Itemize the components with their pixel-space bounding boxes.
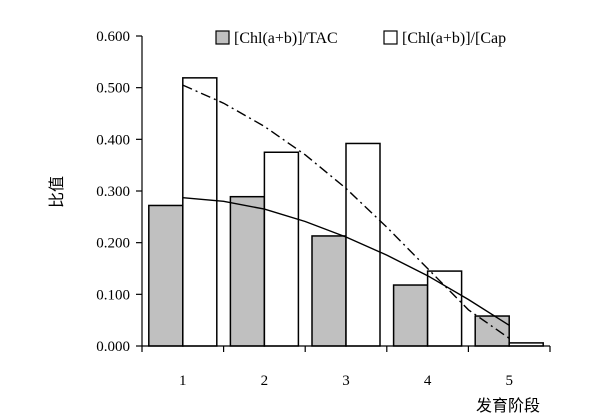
trendlines-layer: [182, 84, 510, 339]
axes-layer: 0.000 0.100 0.200 0.300 0.400 0.500 0.600 1 2 3 4 5: [96, 29, 551, 389]
bar-series2-cat1: [182, 77, 218, 347]
x-tick-label: 2: [261, 373, 269, 389]
y-axis-label: 比值: [47, 176, 66, 208]
trendline-1: [182, 197, 510, 326]
y-tick-label: 0.500: [96, 81, 130, 97]
bars-layer: [148, 77, 544, 347]
y-tick-label: 0.000: [96, 339, 130, 355]
bar-series1-cat1: [148, 204, 184, 347]
x-tick-label: 4: [424, 373, 432, 389]
trendline-2: [182, 84, 510, 339]
x-tick-label: 1: [179, 373, 187, 389]
y-tick-label: 0.600: [96, 29, 130, 45]
legend-label-1: [Chl(a+b)]/TAC: [234, 30, 338, 47]
bar-series1-cat2: [229, 195, 266, 347]
bar-series1-cat3: [311, 235, 347, 347]
legend: [Chl(a+b)]/TAC [Chl(a+b)]/[Cap: [215, 30, 506, 47]
bar-series2-cat2: [263, 151, 300, 347]
y-tick-label: 0.200: [96, 236, 130, 252]
bar-series2-cat4: [426, 270, 463, 347]
y-tick-label: 0.300: [96, 184, 130, 200]
x-tick-label: 3: [342, 373, 350, 389]
bar-series1-cat5: [474, 315, 510, 347]
x-axis-label: 发育阶段: [476, 396, 540, 415]
y-tick-label: 0.100: [96, 287, 130, 303]
legend-label-2: [Chl(a+b)]/[Cap: [402, 30, 506, 47]
legend-swatch-1: [215, 30, 230, 45]
bar-series1-cat4: [392, 284, 429, 347]
y-tick-label: 0.400: [96, 132, 130, 148]
legend-swatch-2: [383, 30, 398, 45]
x-tick-label: 5: [505, 373, 513, 389]
